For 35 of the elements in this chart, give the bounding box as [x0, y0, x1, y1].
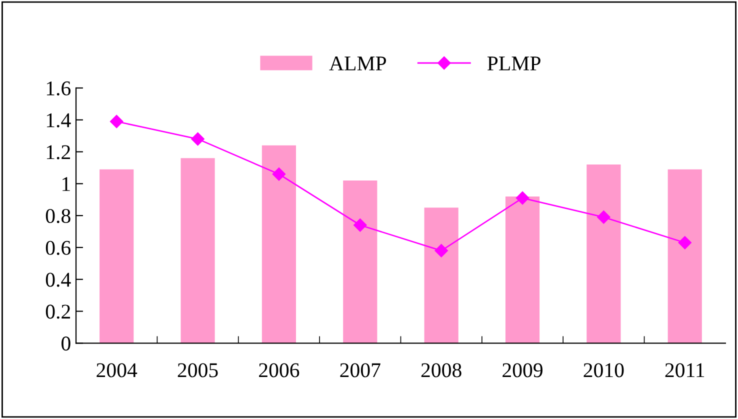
y-tick-label: 1 — [62, 177, 70, 191]
point — [434, 244, 448, 258]
bar — [100, 169, 134, 344]
bar — [262, 145, 296, 344]
x-tick-label: 2010 — [584, 363, 624, 378]
y-tick-label: 0.8 — [46, 208, 70, 224]
bar — [668, 169, 702, 344]
bar — [424, 208, 458, 344]
point — [516, 191, 530, 205]
legend-label: PLMP — [487, 56, 540, 70]
x-tick-label: 2011 — [665, 363, 704, 378]
point — [272, 168, 286, 181]
point — [110, 114, 124, 128]
bar — [586, 164, 621, 344]
x-tick-label: 2006 — [259, 363, 300, 378]
y-tick-label: 0.2 — [46, 304, 70, 319]
x-tick-label: 2005 — [178, 363, 218, 378]
y-tick-label: 0.6 — [46, 240, 71, 255]
point — [678, 236, 692, 250]
y-tick-label: 1.2 — [46, 145, 70, 160]
x-tick-label: 2007 — [340, 363, 380, 378]
y-tick-label: 0 — [62, 336, 70, 351]
x-tick-label: 2008 — [421, 363, 462, 378]
y-tick-label: 1.4 — [46, 113, 71, 128]
point — [191, 132, 204, 146]
bar — [180, 158, 215, 344]
x-tick-label: 2004 — [96, 363, 138, 378]
y-tick-label: 0.4 — [46, 272, 71, 287]
x-tick-label: 2009 — [502, 363, 542, 378]
y-tick-label: 1.6 — [46, 81, 71, 96]
bar — [343, 180, 378, 344]
legend-label: ALMP — [329, 56, 386, 70]
bar — [505, 196, 540, 344]
point — [597, 210, 610, 224]
point — [354, 218, 367, 232]
